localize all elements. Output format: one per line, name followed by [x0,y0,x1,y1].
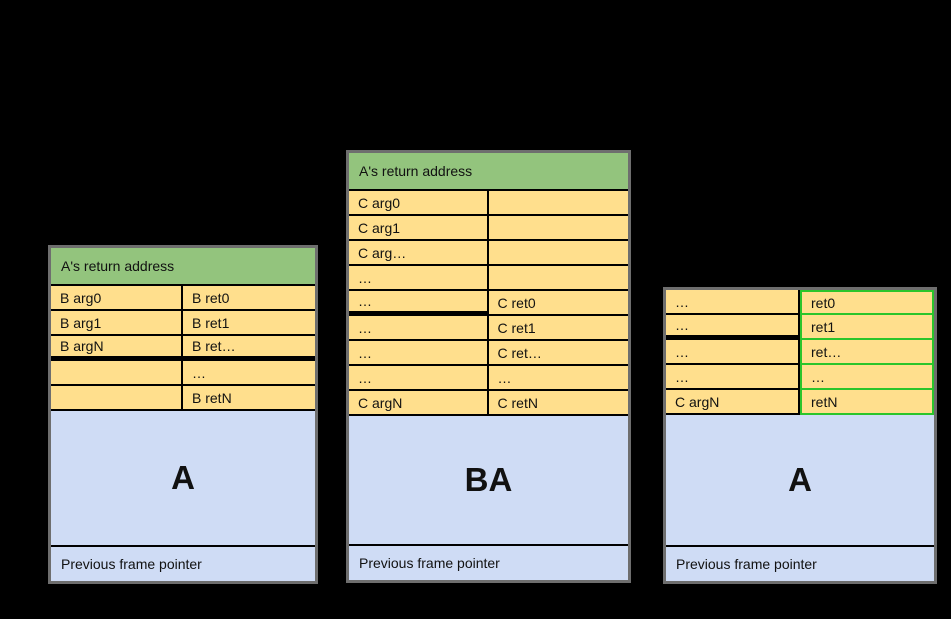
frame-body-label: A [666,415,934,545]
ret-cell-highlight: ret… [800,340,934,365]
table-row: C arg1 [349,216,628,241]
slot-table: … ret0 … ret1 … ret… … … C argN retN [666,290,934,415]
arg-cell: C argN [349,391,489,416]
ret-cell-highlight: ret0 [800,290,934,315]
previous-frame-pointer: Previous frame pointer [666,545,934,581]
arg-cell: … [349,366,489,391]
arg-cell: B arg0 [51,286,183,311]
arg-cell: … [349,266,489,291]
arg-cell [51,386,183,411]
arg-cell: … [666,340,800,365]
ret-cell [488,191,628,216]
arg-cell: C arg1 [349,216,489,241]
table-row: B arg0 B ret0 [51,286,315,311]
arg-cell: C arg… [349,241,489,266]
ret-cell: … [488,366,628,391]
stack-frame-right: … ret0 … ret1 … ret… … … C argN retN A P… [663,287,937,584]
arg-cell: B argN [51,336,183,361]
arg-cell: C arg0 [349,191,489,216]
table-row: … ret1 [666,315,934,340]
table-row: B argN B ret… [51,336,315,361]
table-row: B retN [51,386,315,411]
arg-cell: B arg1 [51,311,183,336]
arg-cell [51,361,183,386]
arg-cell: … [666,290,800,315]
return-address-header: A's return address [349,153,628,191]
table-row: B arg1 B ret1 [51,311,315,336]
ret-cell-highlight: … [800,365,934,390]
ret-cell [488,241,628,266]
previous-frame-pointer: Previous frame pointer [51,545,315,581]
arg-cell: C argN [666,390,800,415]
frame-body-label: BA [349,416,628,544]
arg-cell: … [349,291,489,316]
ret-cell: C retN [488,391,628,416]
table-row: … … [349,366,628,391]
table-row: … C ret1 [349,316,628,341]
table-row: … C ret… [349,341,628,366]
table-row: C argN C retN [349,391,628,416]
ret-cell-highlight: ret1 [800,315,934,340]
ret-cell: B ret1 [183,311,315,336]
ret-cell [488,216,628,241]
ret-cell: B ret0 [183,286,315,311]
table-row: C arg0 [349,191,628,216]
frame-body-label: A [51,411,315,545]
stack-frame-middle: A's return address C arg0 C arg1 C arg… … [346,150,631,583]
ret-cell: C ret… [488,341,628,366]
table-row: C arg… [349,241,628,266]
ret-cell-highlight: retN [800,390,934,415]
table-row: … ret… [666,340,934,365]
ret-cell [488,266,628,291]
return-address-header: A's return address [51,248,315,286]
arg-cell: … [349,316,489,341]
previous-frame-pointer: Previous frame pointer [349,544,628,580]
slot-table: C arg0 C arg1 C arg… … … C ret0 … C re [349,191,628,416]
table-row: … ret0 [666,290,934,315]
table-row: … … [666,365,934,390]
ret-cell: B retN [183,386,315,411]
table-row: C argN retN [666,390,934,415]
stack-frame-left: A's return address B arg0 B ret0 B arg1 … [48,245,318,584]
table-row: … C ret0 [349,291,628,316]
ret-cell: C ret1 [488,316,628,341]
table-row: … [51,361,315,386]
ret-cell: … [183,361,315,386]
table-row: … [349,266,628,291]
arg-cell: … [666,365,800,390]
arg-cell: … [666,315,800,340]
ret-cell: B ret… [183,336,315,361]
arg-cell: … [349,341,489,366]
slot-table: B arg0 B ret0 B arg1 B ret1 B argN B ret… [51,286,315,411]
ret-cell: C ret0 [488,291,628,316]
